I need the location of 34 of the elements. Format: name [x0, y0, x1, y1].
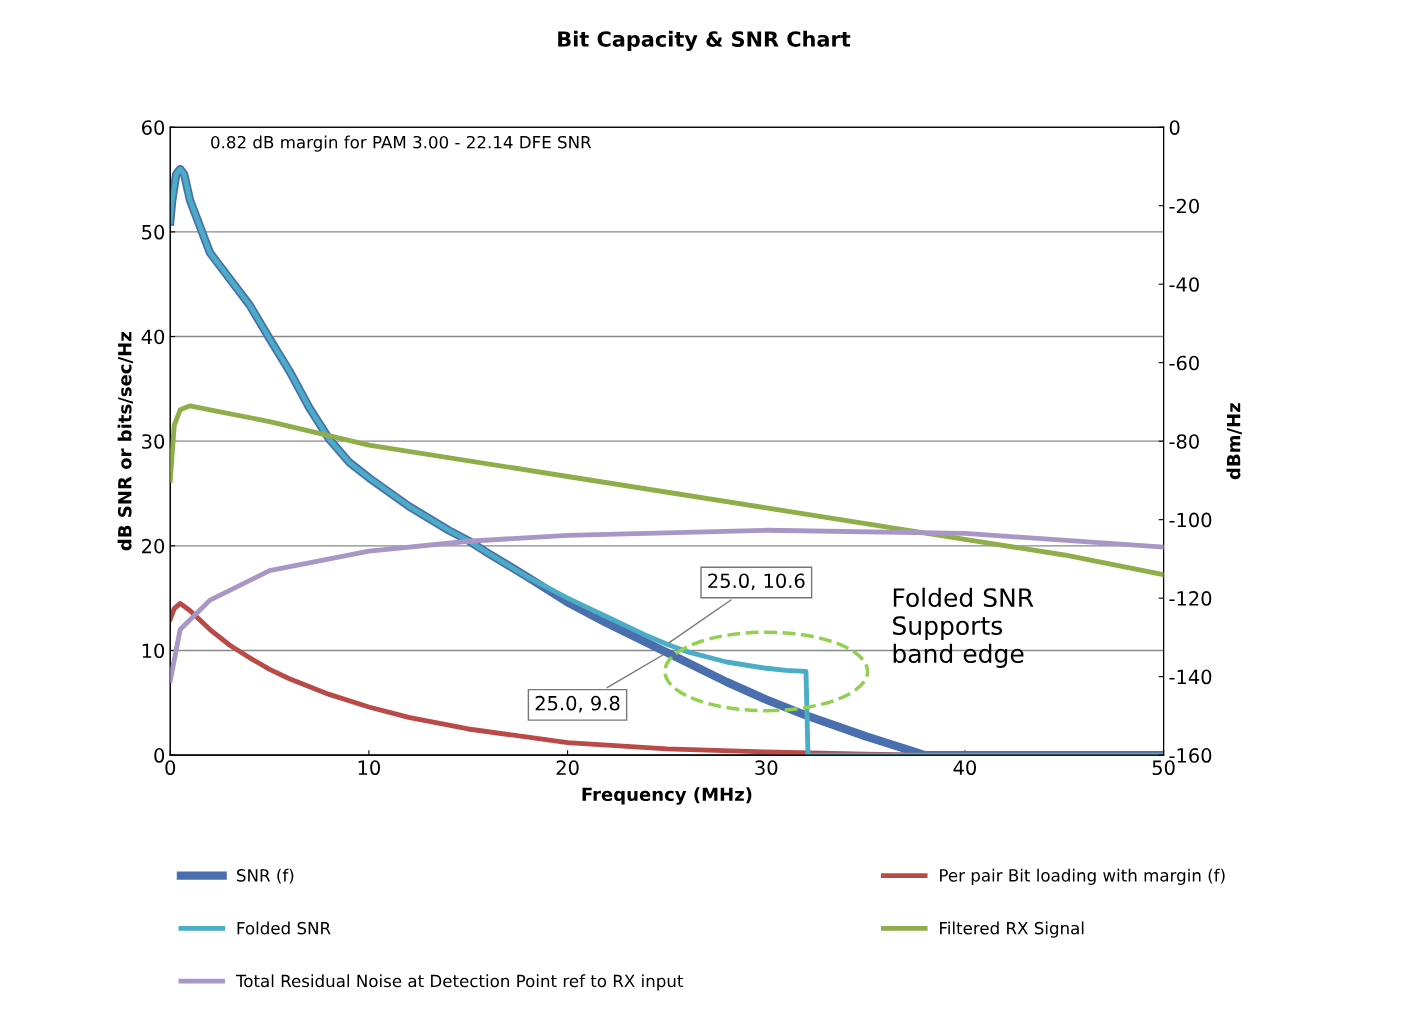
legend-label: Per pair Bit loading with margin (f): [940, 868, 1225, 885]
y2-tick-label: -140: [1169, 669, 1212, 685]
x-tick-label: 30: [755, 760, 778, 776]
y2-tick-label: -20: [1169, 198, 1199, 214]
y-tick-label: 20: [142, 538, 165, 554]
legend-label: Folded SNR: [237, 921, 331, 935]
y2-axis-title: dBm/Hz: [1226, 403, 1242, 480]
y2-tick-label: 0: [1169, 120, 1180, 135]
y-axis-title: dB SNR or bits/sec/Hz: [117, 332, 134, 551]
y2-tick-label: -80: [1169, 434, 1199, 449]
y-tick-label: 0: [154, 748, 165, 763]
x-tick-label: 0: [165, 760, 176, 776]
y-tick-label: 30: [142, 434, 165, 449]
y2-tick-label: -60: [1169, 355, 1199, 371]
annotation: 25.0, 10.6: [708, 573, 805, 591]
annotation: 0.82 dB margin for PAM 3.00 - 22.14 DFE SNR: [211, 135, 592, 152]
annotation: 25.0, 9.8: [535, 695, 620, 713]
y-tick-label: 40: [141, 329, 165, 345]
legend-label: SNR (f): [237, 868, 294, 884]
x-tick-label: 20: [556, 760, 579, 776]
legend-label: Total Residual Noise at Detection Point ref to RX input: [235, 974, 684, 991]
x-tick-label: 40: [953, 760, 976, 776]
x-axis-title: Frequency (MHz): [582, 787, 752, 805]
y2-tick-label: -120: [1169, 591, 1212, 606]
y2-tick-label: -100: [1169, 512, 1212, 528]
y-tick-label: 60: [142, 120, 165, 135]
chart-title: Bit Capacity & SNR Chart: [558, 30, 851, 52]
x-tick-label: 10: [358, 760, 380, 776]
y-tick-label: 50: [142, 224, 165, 240]
annotation: Folded SNR Supports band edge: [893, 587, 1034, 668]
legend-label: Filtered RX Signal: [940, 921, 1084, 938]
y2-tick-label: -40: [1169, 277, 1199, 292]
line-series: [170, 527, 1164, 683]
y-tick-label: 10: [142, 643, 165, 659]
